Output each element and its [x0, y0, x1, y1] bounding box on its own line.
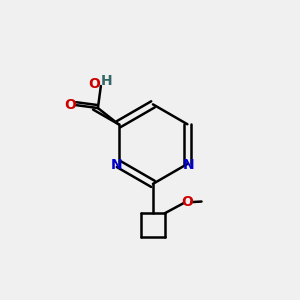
- Text: O: O: [88, 76, 100, 91]
- Text: N: N: [183, 158, 195, 172]
- Text: N: N: [111, 158, 123, 172]
- Text: H: H: [101, 74, 112, 88]
- Text: O: O: [64, 98, 76, 112]
- Text: O: O: [182, 194, 193, 208]
